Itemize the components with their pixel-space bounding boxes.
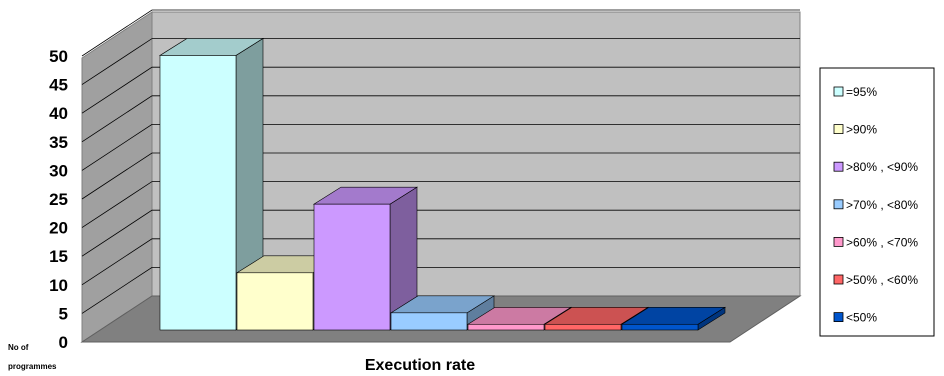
y-axis-ticks: 0 5 10 15 20 25 30 35 40 45 50 bbox=[49, 47, 68, 352]
legend-label: >70% , <80% bbox=[846, 198, 918, 212]
y-tick-label: 0 bbox=[59, 333, 68, 352]
legend-swatch bbox=[833, 312, 844, 323]
gridline bbox=[81, 238, 800, 286]
y-axis-title-line2: programmes bbox=[8, 362, 57, 371]
gridline bbox=[81, 124, 800, 171]
gridline bbox=[81, 209, 800, 257]
bars bbox=[158, 37, 727, 331]
y-tick-label: 15 bbox=[49, 247, 68, 266]
legend-swatch bbox=[833, 86, 844, 97]
bar-front bbox=[159, 55, 237, 331]
y-tick-label: 45 bbox=[49, 76, 68, 95]
y-tick-label: 50 bbox=[49, 47, 68, 66]
bar-front bbox=[390, 312, 468, 331]
gridline bbox=[81, 152, 800, 200]
bar-front bbox=[621, 323, 699, 331]
gridline bbox=[81, 38, 800, 85]
bar-front bbox=[236, 272, 314, 331]
legend-swatch bbox=[833, 274, 844, 285]
legend-swatch bbox=[833, 236, 844, 247]
bar bbox=[158, 37, 265, 331]
bar-front bbox=[313, 203, 391, 331]
legend-label: >90% bbox=[846, 123, 877, 137]
y-tick-label: 5 bbox=[59, 304, 68, 323]
bar-front bbox=[544, 323, 622, 331]
y-tick-label: 40 bbox=[49, 104, 68, 123]
legend-label: <50% bbox=[846, 311, 877, 325]
gridlines bbox=[81, 9, 800, 314]
bar bbox=[620, 306, 727, 331]
legend-items: =95% >90% >80% , <90% >70% , <80% >60% , <70… bbox=[833, 85, 918, 325]
legend-label: >80% , <90% bbox=[846, 160, 918, 174]
gridline bbox=[81, 181, 800, 228]
gridline bbox=[81, 266, 800, 314]
legend-swatch bbox=[833, 161, 844, 172]
legend-swatch bbox=[833, 124, 844, 134]
legend-label: >60% , <70% bbox=[846, 235, 918, 249]
y-tick-label: 35 bbox=[49, 133, 68, 152]
y-tick-label: 20 bbox=[49, 219, 68, 238]
gridline bbox=[81, 66, 800, 114]
x-axis-title: Execution rate bbox=[365, 357, 475, 374]
y-tick-label: 25 bbox=[49, 190, 68, 209]
y-tick-label: 30 bbox=[49, 161, 68, 180]
bar-front bbox=[467, 323, 545, 331]
y-tick-label: 10 bbox=[49, 276, 68, 295]
legend-swatch bbox=[833, 199, 844, 210]
legend-label: >50% , <60% bbox=[846, 273, 918, 287]
legend-label: =95% bbox=[846, 85, 877, 99]
gridline bbox=[81, 9, 800, 57]
bar bbox=[312, 186, 419, 331]
gridline bbox=[81, 95, 800, 143]
y-axis-title-line1: No of bbox=[8, 343, 29, 352]
